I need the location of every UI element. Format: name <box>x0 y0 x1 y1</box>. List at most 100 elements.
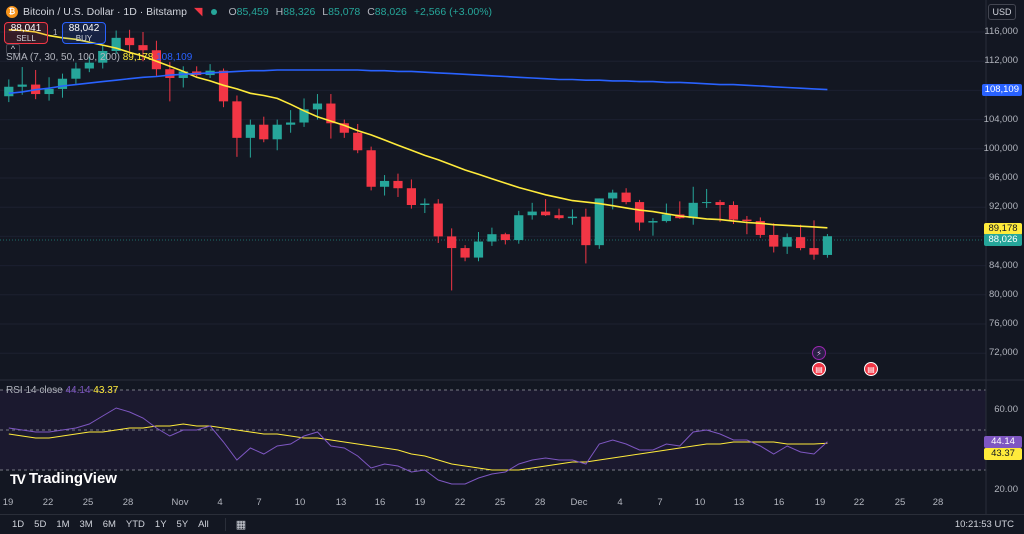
price-tick-label: 76,000 <box>988 318 1018 329</box>
utc-clock[interactable]: 10:21:53 UTC <box>954 519 1014 530</box>
candle <box>31 69 41 100</box>
candle <box>554 208 564 220</box>
rsi-tick-label: 20.00 <box>994 484 1018 495</box>
sell-price: 88,041 <box>10 23 42 34</box>
rsi-ma-value: 43.37 <box>93 385 119 396</box>
range-5y-button[interactable]: 5Y <box>176 519 189 530</box>
range-3m-button[interactable]: 3M <box>79 519 93 530</box>
price-tick-label: 96,000 <box>988 172 1018 183</box>
candle <box>299 98 309 127</box>
event-us-flag-icon[interactable]: ▤ <box>812 362 826 376</box>
collapse-legend-icon[interactable]: ^ <box>6 44 20 54</box>
rsi-line <box>8 407 828 485</box>
candle-body <box>581 216 591 246</box>
candle <box>541 199 551 216</box>
candle <box>433 199 443 243</box>
bitcoin-icon: ₿ <box>6 5 18 18</box>
candle-body <box>44 88 54 95</box>
candle <box>245 119 255 158</box>
symbol-title[interactable]: Bitcoin / U.S. Dollar · 1D · Bitstamp <box>23 5 187 18</box>
time-tick-label: Dec <box>570 497 588 508</box>
candle-body <box>232 101 242 138</box>
candle-body <box>648 221 658 223</box>
candles-layer <box>4 29 833 291</box>
sma-label: SMA (7, 30, 50, 100, 200) <box>6 52 120 63</box>
candle-body <box>259 124 269 140</box>
event-bolt-icon[interactable]: ⚡ <box>812 346 826 360</box>
event-us-flag-icon[interactable]: ▤ <box>864 362 878 376</box>
candle-body <box>433 203 443 237</box>
ohlc-values: O85,459 H88,326 L85,078 C88,026 +2,566 (… <box>228 5 493 18</box>
buy-label: BUY <box>75 34 93 43</box>
sell-button[interactable]: 88,041 SELL <box>4 22 48 44</box>
candle <box>755 217 765 238</box>
currency-selector[interactable]: USD <box>988 4 1016 20</box>
alert-flag-icon[interactable]: ◥ <box>193 6 203 18</box>
price-tick-label: 92,000 <box>988 201 1018 213</box>
candle-body <box>339 123 349 133</box>
candle-body <box>527 211 537 216</box>
change-value: +2,566 (+3.00%) <box>413 5 493 18</box>
candle-body <box>138 45 148 51</box>
buy-price: 88,042 <box>68 23 100 34</box>
time-tick-label: 22 <box>853 497 865 508</box>
candle-body <box>151 50 162 70</box>
sell-label: SELL <box>16 34 36 43</box>
tradingview-logo[interactable]: TV TradingView <box>10 470 117 487</box>
time-tick-label: 19 <box>414 497 426 508</box>
time-tick-label: 25 <box>494 497 506 508</box>
candle <box>111 30 121 54</box>
candle <box>312 94 323 120</box>
time-tick-label: 28 <box>534 497 546 508</box>
candle <box>581 208 591 264</box>
sma-legend[interactable]: SMA (7, 30, 50, 100, 200) 89,178 108,109 <box>6 52 192 63</box>
time-tick-label: 25 <box>894 497 906 508</box>
rsi-legend[interactable]: RSI 14 close 44.14 43.37 <box>6 385 118 396</box>
sma-short-value: 89,178 <box>122 52 154 63</box>
range-1m-button[interactable]: 1M <box>56 519 70 530</box>
bottom-toolbar: 1D 5D 1M 3M 6M YTD 1Y 5Y All ▦ 10:21:53 … <box>0 514 1024 534</box>
candle <box>688 186 698 225</box>
open-value: 85,459 <box>236 5 269 18</box>
range-all-button[interactable]: All <box>198 519 209 530</box>
candle-body <box>447 236 457 249</box>
time-tick-label: 22 <box>454 497 466 508</box>
time-tick-label: 4 <box>217 497 223 508</box>
candle-body <box>245 124 255 138</box>
candle <box>4 79 14 103</box>
candle-body <box>379 180 390 187</box>
candle-body <box>165 69 175 78</box>
candle-body <box>326 103 336 124</box>
candle-body <box>728 205 739 220</box>
candle-body <box>809 248 819 255</box>
candle <box>205 64 215 78</box>
candle <box>822 234 833 258</box>
candle <box>420 198 430 214</box>
range-6m-button[interactable]: 6M <box>102 519 116 530</box>
candle-body <box>487 234 497 242</box>
candle-body <box>822 236 833 255</box>
candle <box>742 215 752 235</box>
buy-button[interactable]: 88,042 BUY <box>62 22 106 44</box>
price-tick-label: 116,000 <box>984 26 1018 37</box>
rsi-ma-line <box>8 423 828 471</box>
sma-long-line <box>8 69 828 95</box>
candle <box>648 218 658 236</box>
candle-body <box>124 37 135 46</box>
symbol-header: ₿ Bitcoin / U.S. Dollar · 1D · Bitstamp … <box>6 5 492 18</box>
candle-body <box>702 202 712 204</box>
range-1y-button[interactable]: 1Y <box>154 519 167 530</box>
range-5d-button[interactable]: 5D <box>34 519 47 530</box>
candle <box>218 68 229 108</box>
candle-body <box>755 221 765 235</box>
last-price-tag: 88,026 <box>984 234 1022 246</box>
go-to-date-icon[interactable]: ▦ <box>224 518 246 531</box>
range-1d-button[interactable]: 1D <box>12 519 25 530</box>
candle <box>782 233 792 254</box>
candle-body <box>567 216 578 219</box>
range-ytd-button[interactable]: YTD <box>125 519 145 530</box>
time-tick-label: Nov <box>171 497 189 508</box>
high-value: 88,326 <box>283 5 316 18</box>
time-tick-label: 22 <box>42 497 54 508</box>
